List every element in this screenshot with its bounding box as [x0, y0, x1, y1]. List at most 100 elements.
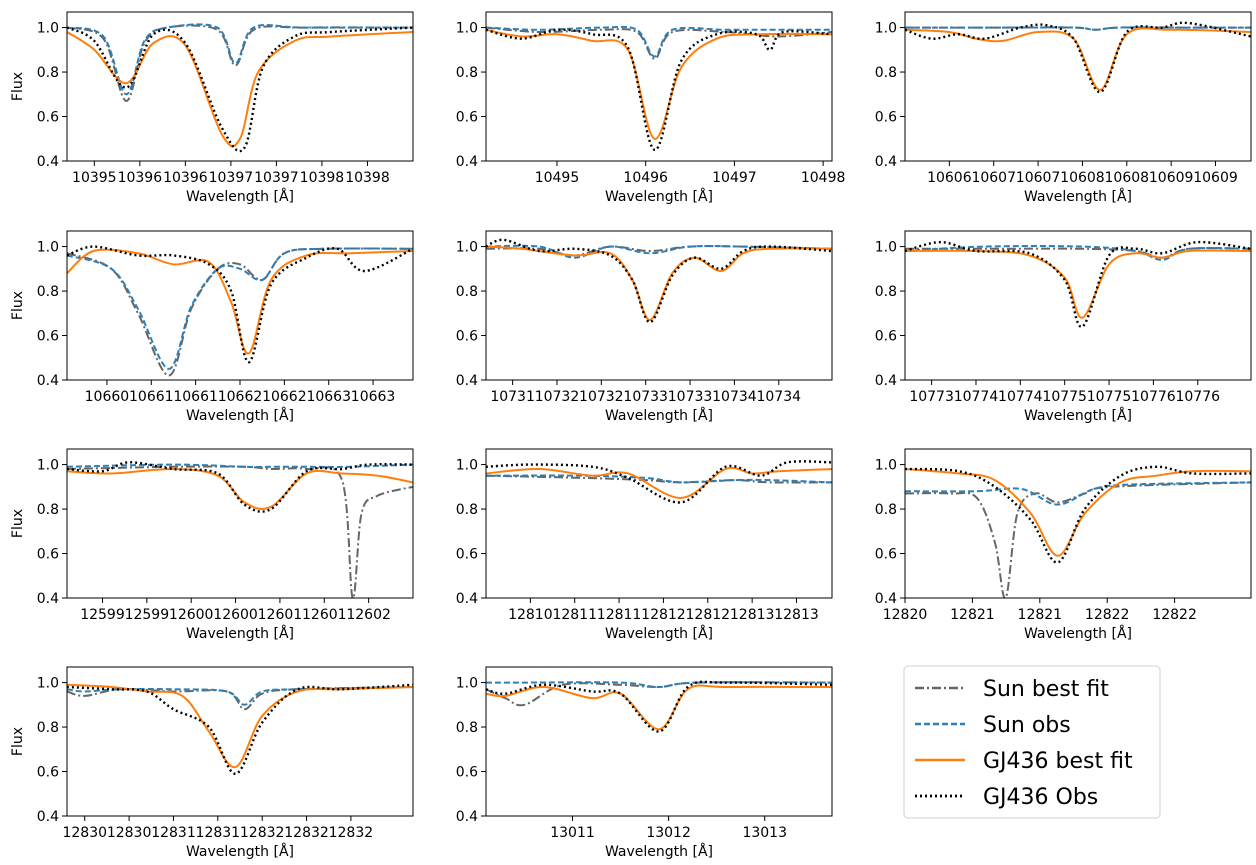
- x-tick-label: 10606: [927, 170, 972, 186]
- x-tick-label: 10734: [756, 389, 801, 405]
- legend-label: GJ436 best fit: [983, 749, 1133, 774]
- y-tick-label: 0.8: [37, 284, 59, 300]
- x-tick-label: 10776: [1175, 389, 1220, 405]
- y-tick-label: 0.8: [456, 284, 478, 300]
- axes-frame: [904, 11, 1252, 162]
- x-tick-label: 10397: [209, 170, 254, 186]
- x-tick-label: 10731: [490, 389, 535, 405]
- x-tick-label: 12831: [196, 825, 241, 841]
- series-line-sun-obs: [67, 686, 413, 706]
- y-axis-title: Flux: [10, 727, 26, 756]
- series-line-sun-best-fit: [67, 247, 413, 377]
- y-tick-label: 1.0: [37, 240, 59, 256]
- x-tick-label: 12810: [508, 607, 553, 623]
- x-tick-label: 10774: [954, 389, 999, 405]
- series-line-gj436-obs: [67, 245, 413, 364]
- y-tick-label: 0.8: [37, 720, 59, 736]
- y-tick-label: 1.0: [875, 458, 897, 474]
- x-tick-label: 10776: [1131, 389, 1176, 405]
- x-tick-label: 10775: [1042, 389, 1087, 405]
- series-line-sun-best-fit: [905, 481, 1251, 598]
- x-tick-label: 12832: [240, 825, 285, 841]
- subplot-11: 0.4 0.6 0.8 1.0 13011 13012 13013 Wavelength [Å…: [456, 666, 833, 860]
- x-axis-title: Wavelength [Å]: [186, 843, 294, 860]
- x-tick-label: 10732: [535, 389, 580, 405]
- y-tick-label: 0.6: [456, 765, 478, 781]
- series-group: [905, 21, 1251, 94]
- series-line-gj436-best-fit: [486, 466, 832, 499]
- x-tick-label: 12601: [302, 607, 347, 623]
- x-tick-label: 10608: [1105, 170, 1150, 186]
- series-line-gj436-best-fit: [67, 31, 413, 148]
- y-tick-label: 1.0: [456, 240, 478, 256]
- y-tick-label: 0.8: [37, 65, 59, 81]
- y-tick-label: 0.4: [456, 373, 478, 389]
- y-tick-label: 1.0: [456, 458, 478, 474]
- x-axis-title: Wavelength [Å]: [186, 407, 294, 424]
- x-axis-title: Wavelength [Å]: [605, 407, 713, 424]
- x-tick-label: 10661: [129, 389, 174, 405]
- axes-frame: [66, 448, 414, 599]
- x-tick-label: 12832: [284, 825, 329, 841]
- x-tick-label: 12812: [686, 607, 731, 623]
- axes-frame: [485, 448, 833, 599]
- series-line-sun-obs: [905, 245, 1251, 261]
- x-tick-label: 10398: [300, 170, 345, 186]
- x-axis-title: Wavelength [Å]: [186, 188, 294, 205]
- x-axis-title: Wavelength [Å]: [1024, 625, 1132, 642]
- x-tick-label: 12599: [125, 607, 170, 623]
- x-tick-label: 10608: [1060, 170, 1105, 186]
- series-line-gj436-obs: [486, 238, 832, 324]
- y-tick-label: 0.4: [37, 591, 59, 607]
- x-tick-label: 13012: [646, 825, 691, 841]
- x-tick-label: 10733: [623, 389, 668, 405]
- x-tick-label: 10663: [306, 389, 351, 405]
- x-tick-label: 10609: [1193, 170, 1238, 186]
- y-tick-label: 1.0: [37, 21, 59, 37]
- x-tick-label: 12820: [883, 607, 928, 623]
- y-tick-label: 0.6: [456, 110, 478, 126]
- x-tick-label: 10660: [85, 389, 130, 405]
- axes-frame: [485, 666, 833, 817]
- y-tick-label: 0.4: [875, 373, 897, 389]
- series-line-gj436-obs: [905, 465, 1251, 564]
- x-tick-label: 10662: [262, 389, 307, 405]
- series-line-gj436-best-fit: [67, 248, 413, 355]
- series-group: [486, 238, 832, 324]
- x-tick-label: 10495: [535, 170, 580, 186]
- x-axis-title: Wavelength [Å]: [1024, 407, 1132, 424]
- y-tick-label: 1.0: [456, 21, 478, 37]
- series-group: [67, 683, 413, 775]
- x-tick-label: 12813: [730, 607, 775, 623]
- x-tick-label: 13011: [550, 825, 595, 841]
- x-tick-label: 12601: [258, 607, 303, 623]
- y-tick-label: 0.6: [37, 547, 59, 563]
- x-tick-label: 12599: [80, 607, 125, 623]
- y-axis-title: Flux: [10, 291, 26, 320]
- series-group: [67, 461, 413, 598]
- x-axis-title: Wavelength [Å]: [605, 843, 713, 860]
- y-tick-label: 0.8: [875, 65, 897, 81]
- axes-frame: [904, 448, 1252, 599]
- y-tick-label: 0.4: [456, 154, 478, 170]
- x-tick-label: 10663: [351, 389, 396, 405]
- x-tick-label: 12830: [107, 825, 152, 841]
- subplot-2: 0.4 0.6 0.8 1.0 10495 10496 10497 10498 Waveleng…: [456, 11, 845, 205]
- y-tick-label: 0.8: [456, 502, 478, 518]
- x-tick-label: 10662: [218, 389, 263, 405]
- y-tick-label: 0.6: [37, 765, 59, 781]
- legend-label: GJ436 Obs: [983, 785, 1098, 810]
- y-tick-label: 1.0: [37, 676, 59, 692]
- series-group: [67, 245, 413, 377]
- subplot-9: 0.4 0.6 0.8 1.0 12820 12821 12821 12822 12822 Wav…: [875, 448, 1252, 642]
- x-tick-label: 12602: [346, 607, 391, 623]
- x-tick-label: 10773: [909, 389, 954, 405]
- y-tick-label: 0.4: [456, 591, 478, 607]
- x-tick-label: 10496: [623, 170, 668, 186]
- axes-frame: [904, 230, 1252, 381]
- y-tick-label: 1.0: [37, 458, 59, 474]
